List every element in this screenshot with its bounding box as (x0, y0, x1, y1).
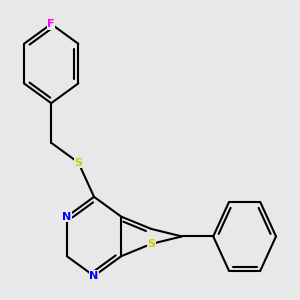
Text: S: S (147, 239, 155, 249)
Text: S: S (74, 158, 83, 167)
Text: N: N (62, 212, 71, 222)
Text: N: N (89, 271, 99, 281)
Text: F: F (47, 19, 55, 29)
